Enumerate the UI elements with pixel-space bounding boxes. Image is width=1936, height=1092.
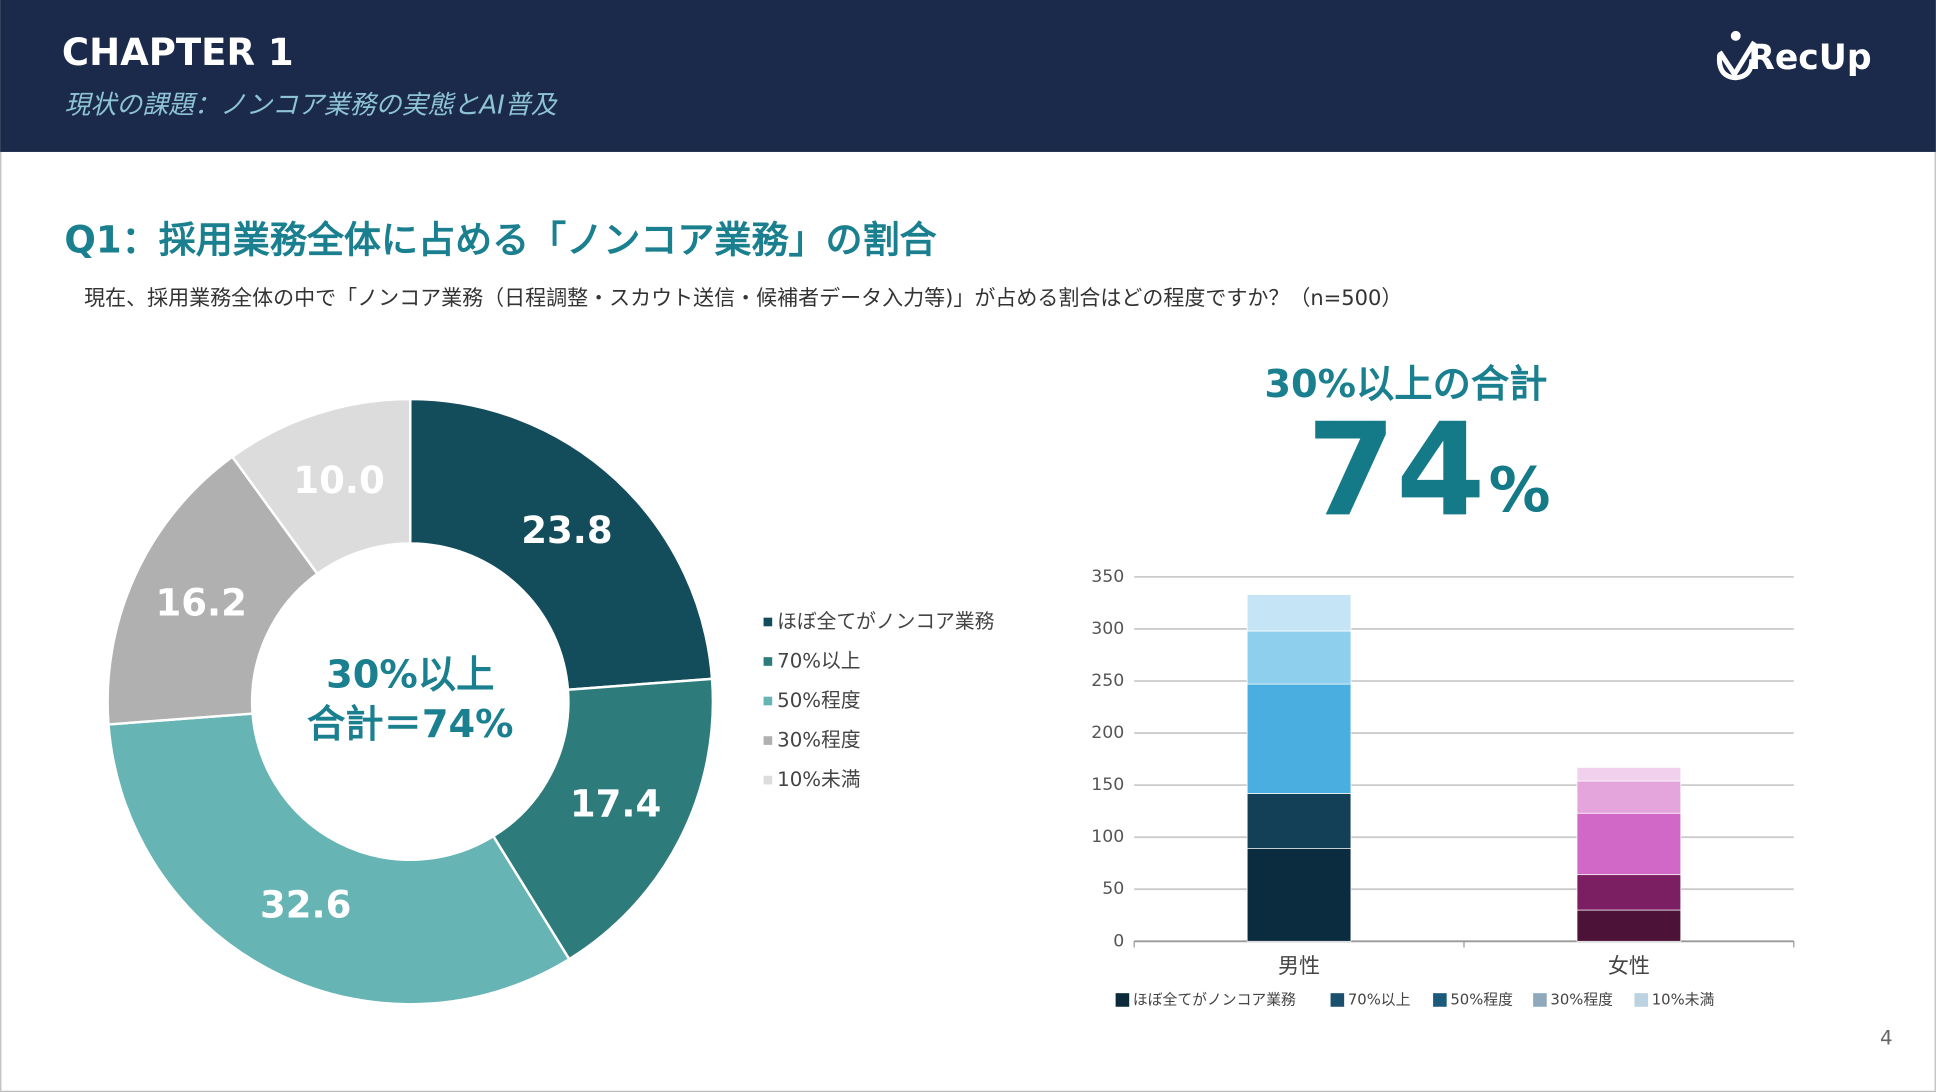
center-label: 合計＝74%	[307, 702, 513, 747]
y-tick-label: 250	[1091, 671, 1124, 691]
legend-label: 50%程度	[1450, 992, 1513, 1009]
bar-segment	[1246, 594, 1352, 632]
legend-swatch	[763, 657, 773, 666]
bar-segment	[1246, 630, 1352, 685]
legend-label: 10%未満	[777, 768, 860, 791]
bar-segment	[1576, 874, 1682, 911]
data-label: 17.4	[570, 783, 661, 826]
donut-slice	[409, 397, 714, 692]
donut-slice	[230, 397, 412, 576]
header-title: CHAPTER 1	[62, 31, 294, 74]
legend-swatch	[763, 696, 773, 706]
legend-label: 50%程度	[777, 689, 860, 712]
x-tick-label: 男性	[1278, 954, 1320, 978]
legend-label: 30%程度	[777, 729, 860, 752]
legend-swatch	[1330, 993, 1345, 1007]
bar-segment	[1246, 683, 1352, 794]
highlight-unit: %	[1489, 454, 1551, 526]
y-tick-label: 300	[1091, 619, 1124, 639]
bar-segment	[1576, 909, 1682, 942]
highlight-value: 74	[1307, 396, 1486, 545]
question: 現在、採用業務全体の中で「ノンコア業務（日程調整・スカウト送信・候補者データ入力…	[84, 286, 1402, 310]
legend-swatch	[763, 775, 773, 785]
page-number: 4	[1880, 1026, 1893, 1049]
bar-segment	[1246, 793, 1352, 849]
bar-segment	[1576, 780, 1682, 814]
y-tick-label: 50	[1102, 879, 1124, 899]
y-tick-label: 0	[1113, 931, 1124, 951]
legend-swatch	[1533, 993, 1547, 1007]
data-label: 10.0	[293, 459, 384, 502]
y-tick-label: 200	[1091, 723, 1124, 743]
legend-swatch	[1433, 993, 1447, 1007]
y-tick-label: 150	[1091, 775, 1124, 795]
bar-segment	[1576, 812, 1682, 876]
center-label: 30%以上	[326, 652, 494, 697]
highlight-label: 30%以上の合計	[1264, 362, 1547, 407]
legend-swatch	[763, 617, 773, 627]
data-label: 16.2	[155, 581, 246, 624]
y-tick-label: 100	[1091, 827, 1124, 847]
legend-label: ほぼ全てがノンコア業務	[1133, 991, 1296, 1009]
x-tick-label: 女性	[1608, 954, 1650, 978]
header-bar	[0, 0, 1936, 152]
logo: RecUp	[1748, 38, 1871, 78]
donut-slice	[107, 712, 571, 1006]
y-tick-label: 350	[1091, 567, 1124, 587]
header-subtitle: 現状の課題：ノンコア業務の実態とAI普及	[64, 91, 557, 121]
legend-label: 70%以上	[1348, 992, 1411, 1009]
bar-segment	[1576, 767, 1682, 782]
legend-swatch	[1115, 993, 1130, 1007]
data-label: 23.8	[521, 509, 612, 552]
bar-segment	[1246, 848, 1352, 942]
donut-slice	[106, 455, 320, 726]
slide-title: Q1：採用業務全体に占める「ノンコア業務」の割合	[64, 219, 936, 262]
legend-label: 10%未満	[1652, 992, 1715, 1009]
legend-swatch	[1634, 993, 1649, 1007]
legend-label: ほぼ全てがノンコア業務	[777, 610, 995, 633]
legend-label: 30%程度	[1550, 992, 1613, 1009]
data-label: 32.6	[260, 883, 351, 926]
legend-swatch	[763, 736, 773, 745]
donut-slice	[491, 677, 715, 961]
logo-icon	[1716, 30, 1757, 81]
legend-label: 70%以上	[777, 650, 860, 673]
